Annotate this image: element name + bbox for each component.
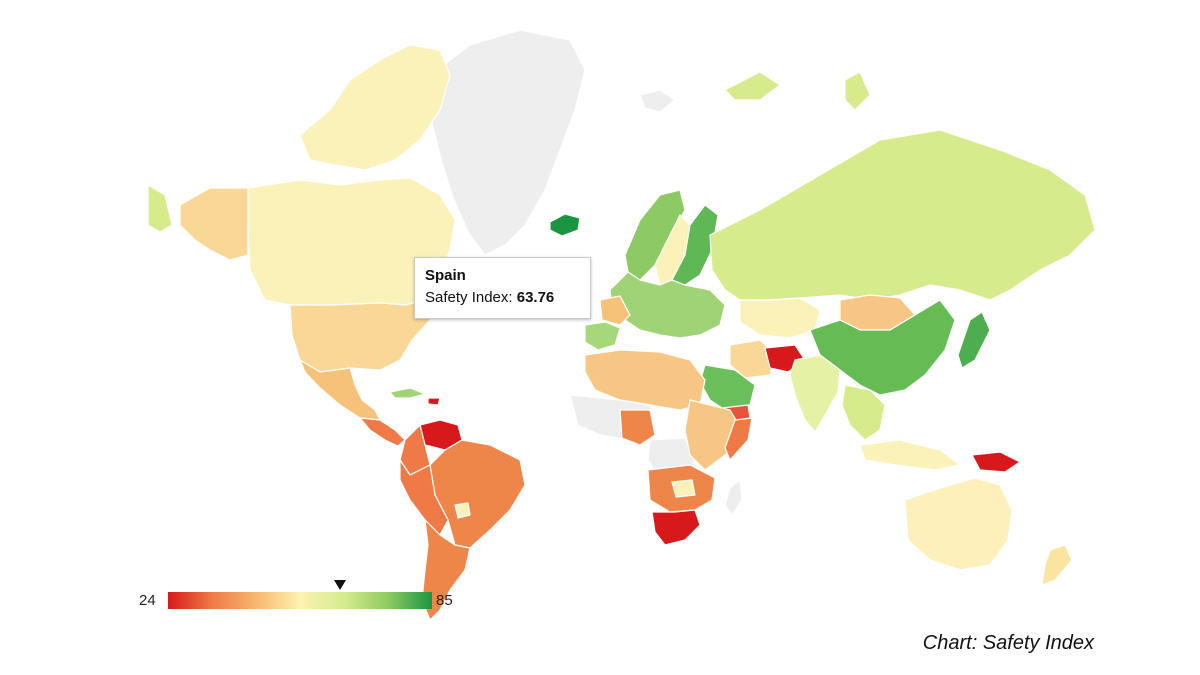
tooltip-value: 63.76 <box>516 289 555 306</box>
region-europe[interactable] <box>609 271 726 339</box>
region-east-africa[interactable] <box>684 399 743 471</box>
region-southeast-asia[interactable] <box>841 384 886 441</box>
region-finland[interactable] <box>671 204 719 286</box>
region-paraguay[interactable] <box>454 502 471 519</box>
region-cuba[interactable] <box>389 387 426 399</box>
region-russia[interactable] <box>709 129 1096 301</box>
region-russia-west-edge[interactable] <box>147 184 173 233</box>
region-haiti[interactable] <box>427 397 441 406</box>
region-argentina[interactable] <box>421 519 471 621</box>
region-canada-arctic[interactable] <box>299 44 451 171</box>
legend-max-label: 85 <box>436 592 453 609</box>
region-severnaya[interactable] <box>844 71 871 111</box>
region-united-states[interactable] <box>289 299 431 373</box>
legend-gradient-bar <box>168 592 432 609</box>
tooltip-metric-label: Safety Index: <box>425 289 513 306</box>
legend-min-label: 24 <box>139 592 156 609</box>
region-indonesia[interactable] <box>859 439 961 471</box>
region-kazakhstan[interactable] <box>739 297 821 339</box>
legend-value-marker-icon <box>334 580 347 590</box>
region-central-america[interactable] <box>359 417 406 447</box>
color-legend: 24 85 <box>137 578 477 612</box>
region-iceland[interactable] <box>549 213 581 237</box>
region-zimbabwe[interactable] <box>671 479 696 498</box>
region-alaska[interactable] <box>179 187 249 261</box>
region-iran[interactable] <box>729 339 776 379</box>
region-china[interactable] <box>809 299 956 396</box>
region-south-africa[interactable] <box>651 509 701 546</box>
region-mexico[interactable] <box>299 359 381 421</box>
region-papua-new-guinea[interactable] <box>971 451 1021 473</box>
region-australia[interactable] <box>904 477 1013 571</box>
region-somalia[interactable] <box>724 417 753 461</box>
region-madagascar[interactable] <box>724 479 743 516</box>
region-greenland[interactable] <box>429 29 586 256</box>
region-brazil[interactable] <box>429 439 526 549</box>
region-japan[interactable] <box>957 311 991 369</box>
country-tooltip: Spain Safety Index: 63.76 <box>414 257 591 319</box>
region-peru[interactable] <box>399 459 449 536</box>
tooltip-country-name: Spain <box>425 267 466 284</box>
region-arctic-islands[interactable] <box>724 71 781 101</box>
region-spain[interactable] <box>584 321 621 351</box>
region-india[interactable] <box>789 354 841 433</box>
region-france[interactable] <box>599 295 631 326</box>
region-central-africa[interactable] <box>619 409 656 446</box>
region-svalbard[interactable] <box>639 89 676 113</box>
region-new-zealand[interactable] <box>1041 544 1073 586</box>
chart-caption: Chart: Safety Index <box>922 632 1094 654</box>
